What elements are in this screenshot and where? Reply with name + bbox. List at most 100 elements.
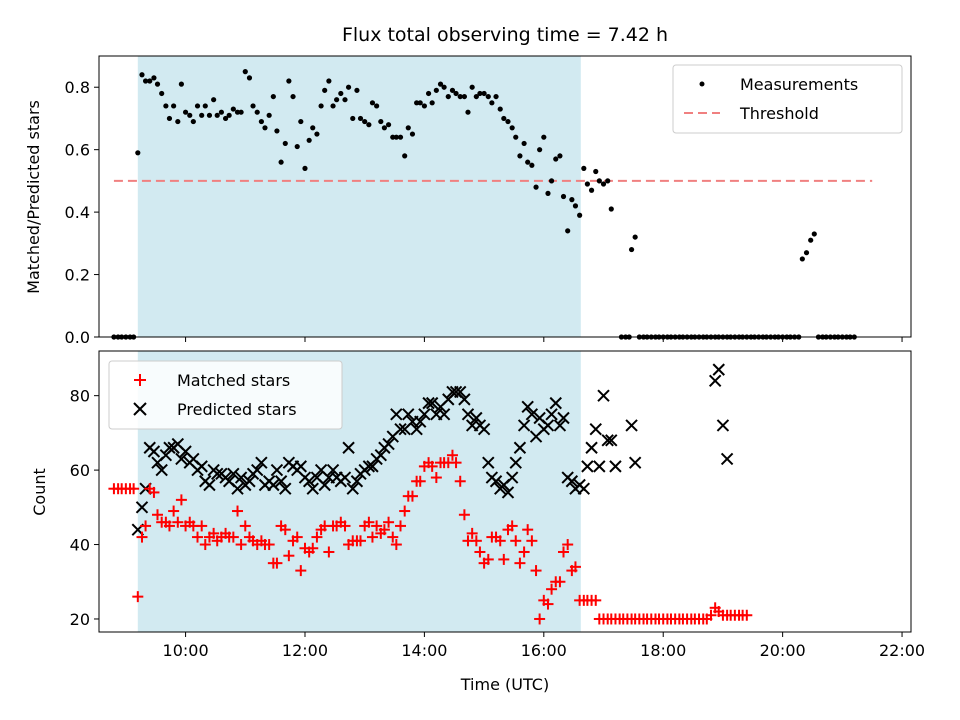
matched-star-point — [406, 490, 418, 502]
count-y-axis-label: Count — [30, 468, 49, 516]
measurement-point — [163, 103, 169, 109]
measurement-point — [425, 90, 432, 97]
measurement-point — [206, 112, 213, 118]
measurement-point — [338, 90, 344, 97]
matched-star-point — [140, 520, 152, 532]
matched-star-point — [705, 609, 717, 621]
ratio-y-tick-label: 0.4 — [65, 203, 90, 222]
matched-star-point — [196, 520, 208, 532]
measurement-point — [390, 134, 396, 140]
matched-star-point — [430, 472, 442, 484]
matched-star-point — [232, 505, 244, 517]
measurement-point — [226, 112, 232, 118]
measurement-point — [533, 184, 539, 190]
matched-star-point — [470, 535, 482, 547]
predicted-star-point — [720, 452, 734, 466]
predicted-star-point — [270, 463, 284, 477]
matched-star-point — [542, 598, 554, 610]
measurement-point — [199, 112, 205, 118]
measurement-point — [405, 125, 411, 131]
matched-star-point — [474, 546, 486, 558]
measurement-point — [397, 134, 404, 140]
matched-star-point — [466, 527, 478, 539]
predicted-star-point — [565, 475, 579, 488]
ratio-y-tick-label: 0.8 — [65, 78, 90, 97]
predicted-star-point — [366, 460, 379, 473]
matched-star-point — [514, 557, 526, 569]
measurement-point — [485, 93, 491, 100]
matched-star-point — [371, 520, 383, 532]
predicted-star-point — [477, 422, 491, 436]
ratio-y-tick-label: 0.6 — [65, 141, 90, 160]
matched-star-point — [569, 561, 581, 573]
matched-star-point — [530, 565, 542, 577]
measurement-point — [242, 69, 248, 75]
predicted-star-point — [577, 482, 591, 495]
predicted-star-point — [501, 486, 515, 499]
matched-star-point — [562, 539, 574, 551]
predicted-star-point — [585, 441, 598, 454]
count-axes: 20 40 60 80 — [70, 387, 99, 629]
measurement-point — [194, 103, 201, 109]
x-axis-label: Time (UTC) — [460, 675, 549, 694]
matched-star-point — [510, 535, 522, 547]
measurement-point — [537, 147, 543, 153]
predicted-star-point — [227, 467, 240, 481]
matched-star-point — [263, 539, 275, 551]
matched-star-point — [291, 531, 303, 543]
matched-star-point — [383, 516, 395, 528]
x-tick-label: 20:00 — [760, 641, 806, 660]
predicted-star-point — [255, 456, 268, 469]
ratio-shaded-region — [137, 56, 581, 337]
measurement-point — [190, 118, 196, 125]
predicted-star-point — [243, 475, 256, 488]
count-y-tick-label: 60 — [70, 461, 90, 480]
matched-star-point — [148, 486, 160, 498]
predicted-star-point — [625, 419, 638, 432]
matched-star-point — [387, 531, 399, 543]
measurement-point — [166, 115, 173, 122]
predicted-star-point — [231, 482, 244, 495]
predicted-star-point — [593, 460, 606, 473]
matched-star-point — [446, 449, 458, 461]
measurement-point — [334, 97, 340, 103]
matched-star-point — [279, 524, 291, 536]
matched-star-point — [323, 546, 335, 558]
predicted-star-point — [712, 363, 725, 376]
ratio-points — [111, 69, 857, 340]
measurement-point — [286, 78, 292, 84]
predicted-star-point — [402, 408, 415, 421]
ratio-legend: Measurements Threshold — [672, 64, 903, 134]
measurement-point — [222, 115, 229, 122]
predicted-star-point — [482, 456, 495, 469]
measurement-point — [354, 87, 360, 93]
count-y-tick-label: 80 — [70, 387, 90, 406]
measurement-point — [342, 97, 348, 103]
predicted-star-point — [458, 393, 471, 406]
matched-star-point — [192, 531, 204, 543]
measurement-point — [357, 115, 364, 122]
measurement-point — [521, 140, 527, 147]
ratio-y-tick-label: 0.0 — [65, 328, 90, 347]
measurement-point — [509, 125, 515, 131]
matched-star-point — [235, 539, 247, 551]
measurement-point — [605, 178, 611, 184]
measurement-point — [803, 250, 810, 256]
predicted-star-point — [521, 400, 534, 414]
count-panel: 20 40 60 80 Count Matched stars Predicted s… — [30, 350, 912, 633]
matched-star-point — [426, 460, 438, 472]
measurement-point — [345, 84, 352, 90]
matched-star-point — [534, 613, 546, 625]
matched-star-point — [506, 520, 518, 532]
count-y-tick-label: 20 — [70, 610, 90, 629]
predicted-star-point — [234, 471, 248, 484]
measurement-point — [433, 87, 439, 93]
predicted-star-point — [461, 408, 475, 421]
measurement-point — [517, 153, 523, 159]
measurement-point — [270, 93, 276, 100]
measurement-point — [258, 118, 264, 125]
count-panel-frame — [98, 350, 912, 633]
chart-title: Flux total observing time = 7.42 h — [342, 24, 668, 46]
measurement-point — [298, 118, 304, 125]
